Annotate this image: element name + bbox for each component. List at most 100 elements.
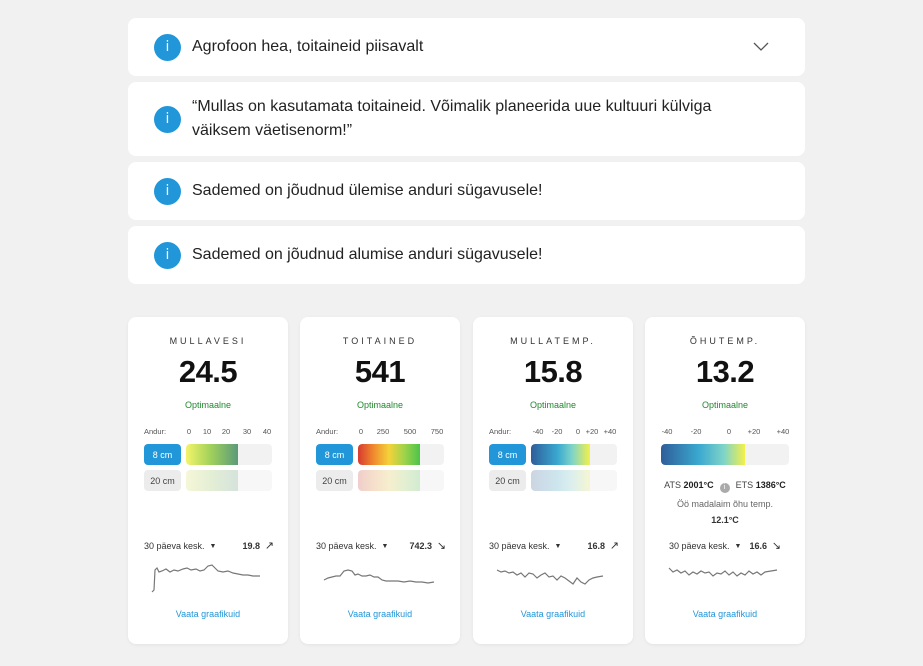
info-icon[interactable]: i <box>719 483 730 493</box>
scale-tick: -20 <box>690 427 702 436</box>
caret-down-icon: ▼ <box>554 543 562 550</box>
level-fill <box>661 444 746 465</box>
trend-arrow-icon: ↘ <box>436 540 446 552</box>
card-title: ÕHUTEMP. <box>689 336 761 346</box>
card-ohutemp: ÕHUTEMP. 13.2 Optimaalne -40 -20 0 +20 +… <box>645 317 805 644</box>
air-level-bar <box>661 444 789 465</box>
caret-down-icon: ▼ <box>381 543 389 550</box>
night-min-value: 12.1°C <box>711 515 739 525</box>
level-bar-20cm <box>531 470 617 491</box>
alert-text: Sademed on jõudnud ülemise anduri sügavu… <box>192 182 543 199</box>
level-fill <box>531 444 591 465</box>
sparkline <box>496 569 604 585</box>
period-dropdown[interactable]: 30 päeva kesk. ▼ <box>669 541 742 551</box>
caret-down-icon: ▼ <box>209 543 217 550</box>
level-bar-8cm <box>358 444 444 465</box>
info-icon: i <box>154 241 181 269</box>
scale-tick: 0 <box>575 427 581 436</box>
level-bar-8cm <box>531 444 617 465</box>
trend-arrow-icon: ↘ <box>771 540 781 552</box>
scale-tick: 0 <box>726 427 732 436</box>
scale-tick: -40 <box>532 427 544 436</box>
trend-arrow-icon: ↗ <box>609 540 619 552</box>
period-dropdown[interactable]: 30 päeva kesk. ▼ <box>144 541 217 551</box>
scale-tick: 40 <box>262 427 272 436</box>
card-mullavesi: MULLAVESI 24.5 Optimaalne Andur: 0 10 20… <box>128 317 288 644</box>
alert-sademed-alumine: i Sademed on jõudnud alumise anduri süga… <box>128 226 805 284</box>
sensor-scale: Andur: 0 10 20 30 40 <box>144 427 274 437</box>
scale-tick: 750 <box>430 427 444 436</box>
card-title: MULLAVESI <box>169 336 247 346</box>
average-row: 30 päeva kesk. ▼ 16.6 ↘ <box>669 540 781 553</box>
scale-tick: 250 <box>376 427 390 436</box>
level-bar-20cm <box>358 470 444 491</box>
card-mullatemp: MULLATEMP. 15.8 Optimaalne Andur: -40 -2… <box>473 317 633 644</box>
sensor-scale: Andur: -40 -20 0 +20 +40 <box>489 427 619 437</box>
caret-down-icon: ▼ <box>734 543 742 550</box>
scale-label: Andur: <box>144 427 167 436</box>
card-value: 541 <box>354 354 406 389</box>
average-value: 19.8 <box>242 541 260 551</box>
depth-8cm-button[interactable]: 8 cm <box>489 444 526 465</box>
level-fill <box>358 470 420 491</box>
card-title: TOITAINED <box>342 336 418 346</box>
average-value: 742.3 <box>409 541 432 551</box>
sparkline <box>323 569 435 584</box>
alert-agrofoon[interactable]: i Agrofoon hea, toitaineid piisavalt <box>128 18 805 76</box>
depth-20cm-button[interactable]: 20 cm <box>144 470 181 491</box>
scale-tick: 0 <box>358 427 364 436</box>
sparkline <box>151 564 260 593</box>
scale-tick: -40 <box>661 427 673 436</box>
alert-text: “Mullas on kasutamata toitaineid. Võimal… <box>192 98 712 139</box>
depth-8cm-button[interactable]: 8 cm <box>316 444 353 465</box>
ats-value: 2001°C <box>683 480 714 490</box>
level-fill <box>358 444 420 465</box>
period-dropdown[interactable]: 30 päeva kesk. ▼ <box>316 541 389 551</box>
scale-tick: 10 <box>202 427 212 436</box>
chevron-down-icon[interactable] <box>753 42 769 52</box>
scale-label: Andur: <box>316 427 339 436</box>
ats-ets-row: ATS 2001°C i ETS 1386°C <box>664 480 786 493</box>
depth-20cm-button[interactable]: 20 cm <box>489 470 526 491</box>
scale-label: Andur: <box>489 427 512 436</box>
level-fill <box>186 444 238 465</box>
scale-tick: +20 <box>747 427 761 436</box>
depth-20cm-button[interactable]: 20 cm <box>316 470 353 491</box>
card-value: 24.5 <box>178 354 238 389</box>
view-charts-link[interactable]: Vaata graafikuid <box>692 609 758 619</box>
period-dropdown[interactable]: 30 päeva kesk. ▼ <box>489 541 562 551</box>
status-label: Optimaalne <box>184 400 232 410</box>
sensor-scale: Andur: 0 250 500 750 <box>316 427 446 437</box>
status-label: Optimaalne <box>701 400 749 410</box>
trend-arrow-icon: ↗ <box>264 540 274 552</box>
level-bar-20cm <box>186 470 272 491</box>
alert-text: Agrofoon hea, toitaineid piisavalt <box>192 38 424 55</box>
scale-tick: +40 <box>603 427 617 436</box>
alert-toitained: i “Mullas on kasutamata toitaineid. Võim… <box>128 82 805 156</box>
level-bar-8cm <box>186 444 272 465</box>
night-min-label: Öö madalaim õhu temp. <box>676 499 774 509</box>
view-charts-link[interactable]: Vaata graafikuid <box>347 609 413 619</box>
scale-tick: -20 <box>551 427 563 436</box>
scale-tick: 0 <box>186 427 192 436</box>
card-value: 13.2 <box>695 354 755 389</box>
scale-tick: 20 <box>221 427 231 436</box>
alert-sademed-ulemine: i Sademed on jõudnud ülemise anduri süga… <box>128 162 805 220</box>
average-row: 30 päeva kesk. ▼ 742.3 ↘ <box>316 540 446 553</box>
status-label: Optimaalne <box>529 400 577 410</box>
status-label: Optimaalne <box>356 400 404 410</box>
scale-tick: 30 <box>242 427 252 436</box>
alert-text: Sademed on jõudnud alumise anduri sügavu… <box>192 246 543 263</box>
card-value: 15.8 <box>523 354 583 389</box>
scale-tick: +40 <box>776 427 790 436</box>
view-charts-link[interactable]: Vaata graafikuid <box>520 609 586 619</box>
ets-value: 1386°C <box>755 480 786 490</box>
card-toitained: TOITAINED 541 Optimaalne Andur: 0 250 50… <box>300 317 460 644</box>
average-row: 30 päeva kesk. ▼ 16.8 ↗ <box>489 540 619 553</box>
scale-tick: +20 <box>585 427 599 436</box>
view-charts-link[interactable]: Vaata graafikuid <box>175 609 241 619</box>
average-value: 16.8 <box>587 541 605 551</box>
air-scale: -40 -20 0 +20 +40 <box>661 427 791 437</box>
depth-8cm-button[interactable]: 8 cm <box>144 444 181 465</box>
info-icon: i <box>154 33 181 61</box>
